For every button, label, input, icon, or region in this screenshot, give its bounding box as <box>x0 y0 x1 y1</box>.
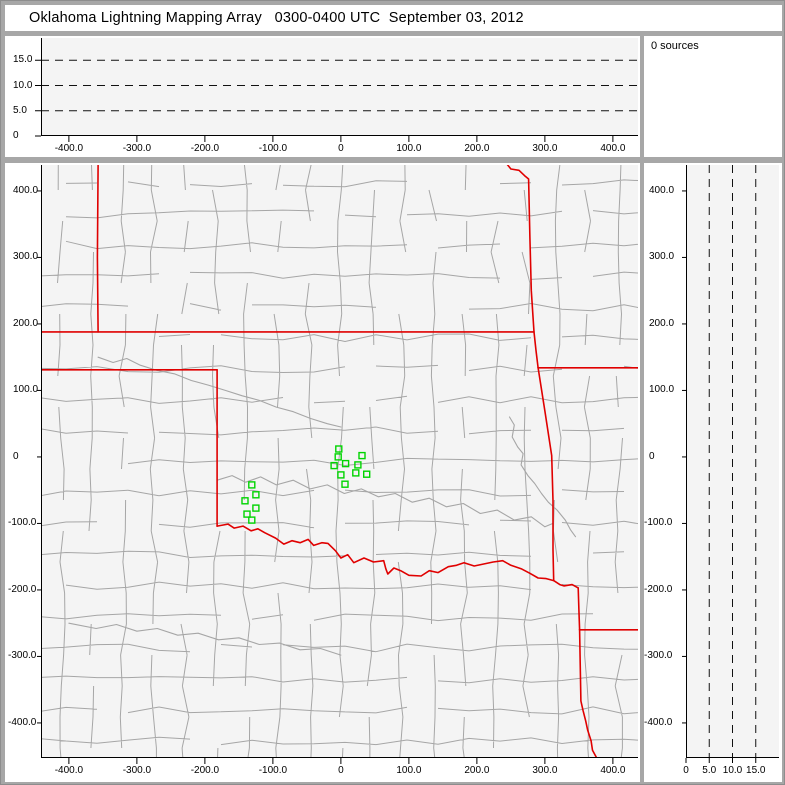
map-plot-area <box>37 165 638 764</box>
tick-label: 400.0 <box>600 143 626 154</box>
altitude-ns-panel: 400.0 300.0 200.0 100.0 0 -100.0 -200.0 -300.0 -… <box>644 163 782 782</box>
tick-label: 10.0 <box>13 79 33 91</box>
cimarron-river-line <box>97 356 342 428</box>
altitude-ns-plot-area <box>682 165 779 763</box>
tick-label: 15.0 <box>746 765 766 776</box>
texas-arkansas-border <box>577 587 581 631</box>
tick-label: 400.0 <box>649 184 675 196</box>
tick-label: -400.0 <box>54 143 84 154</box>
lma-station-square <box>354 461 362 469</box>
station-markers <box>241 445 371 524</box>
tick-label: -400.0 <box>54 765 84 776</box>
tick-label: -100.0 <box>258 143 288 154</box>
south-plains-river-line <box>68 622 342 656</box>
lma-station-square <box>352 469 360 477</box>
lma-station-square <box>248 481 256 489</box>
tick-label: -100.0 <box>644 517 673 529</box>
dashed-gridlines <box>708 165 757 758</box>
altitude-ew-plot-area <box>35 38 638 142</box>
tick-label: 200.0 <box>649 317 675 329</box>
tick-label: 5.0 <box>13 104 27 116</box>
tick-label: 400.0 <box>600 765 626 776</box>
tick-label: 300.0 <box>532 143 558 154</box>
county-lines <box>41 165 638 758</box>
tick-label: -200.0 <box>644 583 673 595</box>
tick-label: 300.0 <box>13 251 39 263</box>
tick-label: -100.0 <box>8 517 37 529</box>
tick-label: -200.0 <box>190 765 220 776</box>
tick-label: 0 <box>338 765 344 776</box>
altitude-ns-chart <box>682 165 779 763</box>
tick-label: 200.0 <box>13 317 39 329</box>
tick-label: 100.0 <box>13 384 39 396</box>
altitude-ew-panel: 0 5.0 10.0 15.0 -400.0 -300.0 -200.0 -100.0 0 100… <box>5 36 640 157</box>
tick-label: 0 <box>683 765 689 776</box>
lma-station-square <box>241 497 249 505</box>
oklahoma-arkansas-border <box>537 367 555 582</box>
altitude-ew-chart <box>35 38 638 142</box>
tick-label: 5.0 <box>702 765 717 776</box>
lma-station-square <box>252 491 260 499</box>
tick-label: -300.0 <box>8 650 37 662</box>
map-content <box>41 165 638 758</box>
lma-station-square <box>248 516 256 524</box>
tick-label: -200.0 <box>8 583 37 595</box>
lma-station-square <box>243 510 251 518</box>
kansas-missouri-oklahoma-missouri-border <box>506 165 539 369</box>
tick-label: 0 <box>13 130 19 141</box>
lma-station-square <box>341 459 350 468</box>
red-river-border <box>216 523 580 589</box>
tick-label: -200.0 <box>190 143 220 154</box>
tick-label: 300.0 <box>532 765 558 776</box>
title-bar: Oklahoma Lightning Mapping Array 0300-04… <box>5 5 782 31</box>
tick-label: 100.0 <box>649 384 675 396</box>
tick-label: -400.0 <box>8 716 37 728</box>
oklahoma-map <box>37 165 638 764</box>
colorado-kansas-102w-border <box>96 165 99 333</box>
lma-station-square <box>358 451 366 460</box>
tick-label: -300.0 <box>122 143 152 154</box>
tick-label: -100.0 <box>258 765 288 776</box>
tick-label: 100.0 <box>396 765 422 776</box>
sources-count-label: 0 sources <box>651 40 699 52</box>
canadian-river-line <box>216 475 554 528</box>
lma-station-square <box>341 480 349 488</box>
lma-station-square <box>330 461 338 470</box>
tick-label: 100.0 <box>396 143 422 154</box>
map-panel: 400.0 300.0 200.0 100.0 0 -100.0 -200.0 -300.0 -… <box>5 163 640 782</box>
tick-label: 0 <box>13 450 19 462</box>
tick-label: 300.0 <box>649 251 675 263</box>
lma-station-square <box>363 470 371 478</box>
state-borders <box>41 165 638 758</box>
arkansas-river-line <box>508 416 577 538</box>
tick-label: -300.0 <box>122 765 152 776</box>
lma-station-square <box>335 445 343 453</box>
page-title: Oklahoma Lightning Mapping Array 0300-04… <box>29 10 524 26</box>
tick-label: -400.0 <box>644 716 673 728</box>
sources-panel: 0 sources <box>644 36 782 157</box>
tick-label: 15.0 <box>13 54 33 66</box>
dashed-gridlines <box>41 59 638 112</box>
tick-label: 200.0 <box>464 765 490 776</box>
lma-station-square <box>337 471 345 479</box>
texas-louisiana-border <box>578 628 598 758</box>
tick-label: 0 <box>649 450 655 462</box>
tick-label: 0 <box>338 143 344 154</box>
tick-label: 200.0 <box>464 143 490 154</box>
lma-station-square <box>334 453 342 461</box>
tick-label: -300.0 <box>644 650 673 662</box>
tick-label: 400.0 <box>13 184 39 196</box>
tick-label: 10.0 <box>722 765 743 776</box>
lma-station-square <box>252 504 260 512</box>
